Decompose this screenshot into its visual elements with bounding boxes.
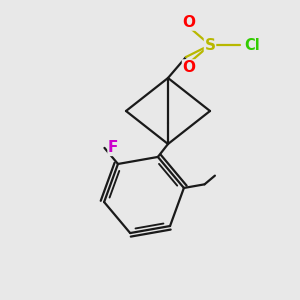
Text: S: S [205,38,215,52]
Text: O: O [182,15,196,30]
Text: F: F [108,140,119,155]
Text: Cl: Cl [244,38,260,52]
Text: O: O [182,60,196,75]
